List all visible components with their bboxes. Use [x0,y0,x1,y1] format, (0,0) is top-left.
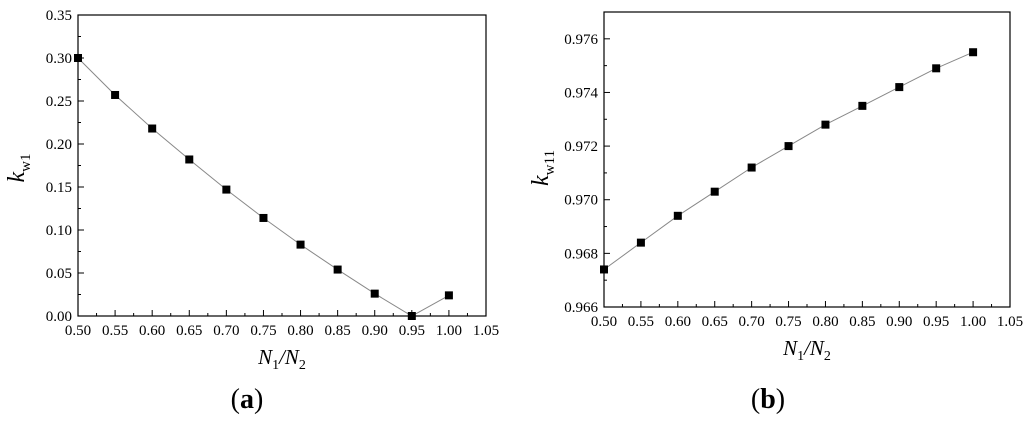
x-tick-label: 1.00 [436,323,462,339]
x-tick-label: 0.90 [362,323,388,339]
x-tick-label: 0.85 [849,314,875,330]
x-axis-label: N1/N2 [782,336,831,364]
x-tick-label: 0.75 [775,314,801,330]
x-tick-label: 0.65 [176,323,202,339]
data-point [969,48,978,57]
data-point [185,155,194,164]
y-tick-label: 0.15 [46,180,72,196]
x-tick-label: 1.05 [997,314,1023,330]
x-tick-label: 1.00 [960,314,986,330]
y-tick-label: 0.00 [46,309,72,325]
x-tick-label: 0.65 [702,314,728,330]
data-point [710,187,719,196]
panel-caption: (a) [231,384,264,415]
y-tick-label: 0.976 [564,32,598,48]
data-point [444,291,453,300]
series-line [77,57,450,317]
data-point [111,90,120,99]
data-point [600,265,608,274]
y-tick-label: 0.966 [564,300,598,316]
data-point [747,163,756,172]
data-point [148,124,157,133]
x-tick-label: 0.60 [665,314,691,330]
y-tick-label: 0.974 [564,85,598,101]
x-tick-label: 0.95 [399,323,425,339]
y-tick-label: 0.10 [46,223,72,239]
data-point [74,54,82,62]
data-point [259,213,268,222]
x-tick-label: 0.80 [812,314,838,330]
y-tick-label: 0.20 [46,137,72,153]
data-point [858,101,867,110]
chart-panel-b: 0.50 0.55 0.60 0.65 0.70 0.75 0.80 0.85 0.90 0.95… [528,11,1023,415]
y-tick-label: 0.35 [46,8,72,24]
x-tick-label: 0.75 [250,323,276,339]
x-tick-label: 0.90 [886,314,912,330]
x-tick-label: 0.85 [325,323,351,339]
data-point [333,265,342,274]
y-tick-label: 0.25 [46,94,72,110]
panel-caption: (b) [751,384,785,415]
x-tick-label: 0.50 [65,323,91,339]
x-axis-label: N1/N2 [257,345,306,373]
x-tick-label: 0.70 [739,314,765,330]
x-tick-label: 1.05 [473,323,499,339]
data-point [895,83,904,92]
x-tick-label: 0.55 [102,323,128,339]
x-tick-label: 0.80 [287,323,313,339]
plot-frame [77,14,487,317]
y-axis-label: kw11 [528,150,558,186]
data-point [784,142,793,151]
data-point [673,211,682,220]
data-point [932,64,941,73]
x-tick-label: 0.60 [139,323,165,339]
data-point [222,185,231,194]
y-tick-label: 0.30 [46,51,72,67]
data-point [370,289,379,298]
y-axis-label: kw1 [4,154,34,183]
data-point [821,120,830,129]
chart-panel-a: 0.50 0.55 0.60 0.65 0.70 0.75 0.80 0.85 0.90 0.95… [4,8,499,415]
x-tick-label: 0.95 [923,314,949,330]
x-tick-label: 0.55 [628,314,654,330]
y-tick-label: 0.968 [564,246,598,262]
y-tick-label: 0.05 [46,266,72,282]
x-tick-label: 0.70 [213,323,239,339]
plot-frame [603,11,1011,308]
data-point [296,240,305,249]
x-tick-label: 0.50 [591,314,617,330]
y-tick-label: 0.970 [564,193,598,209]
data-point [636,238,645,247]
series-line [603,51,974,270]
y-tick-label: 0.972 [564,139,598,155]
data-point [407,312,416,320]
